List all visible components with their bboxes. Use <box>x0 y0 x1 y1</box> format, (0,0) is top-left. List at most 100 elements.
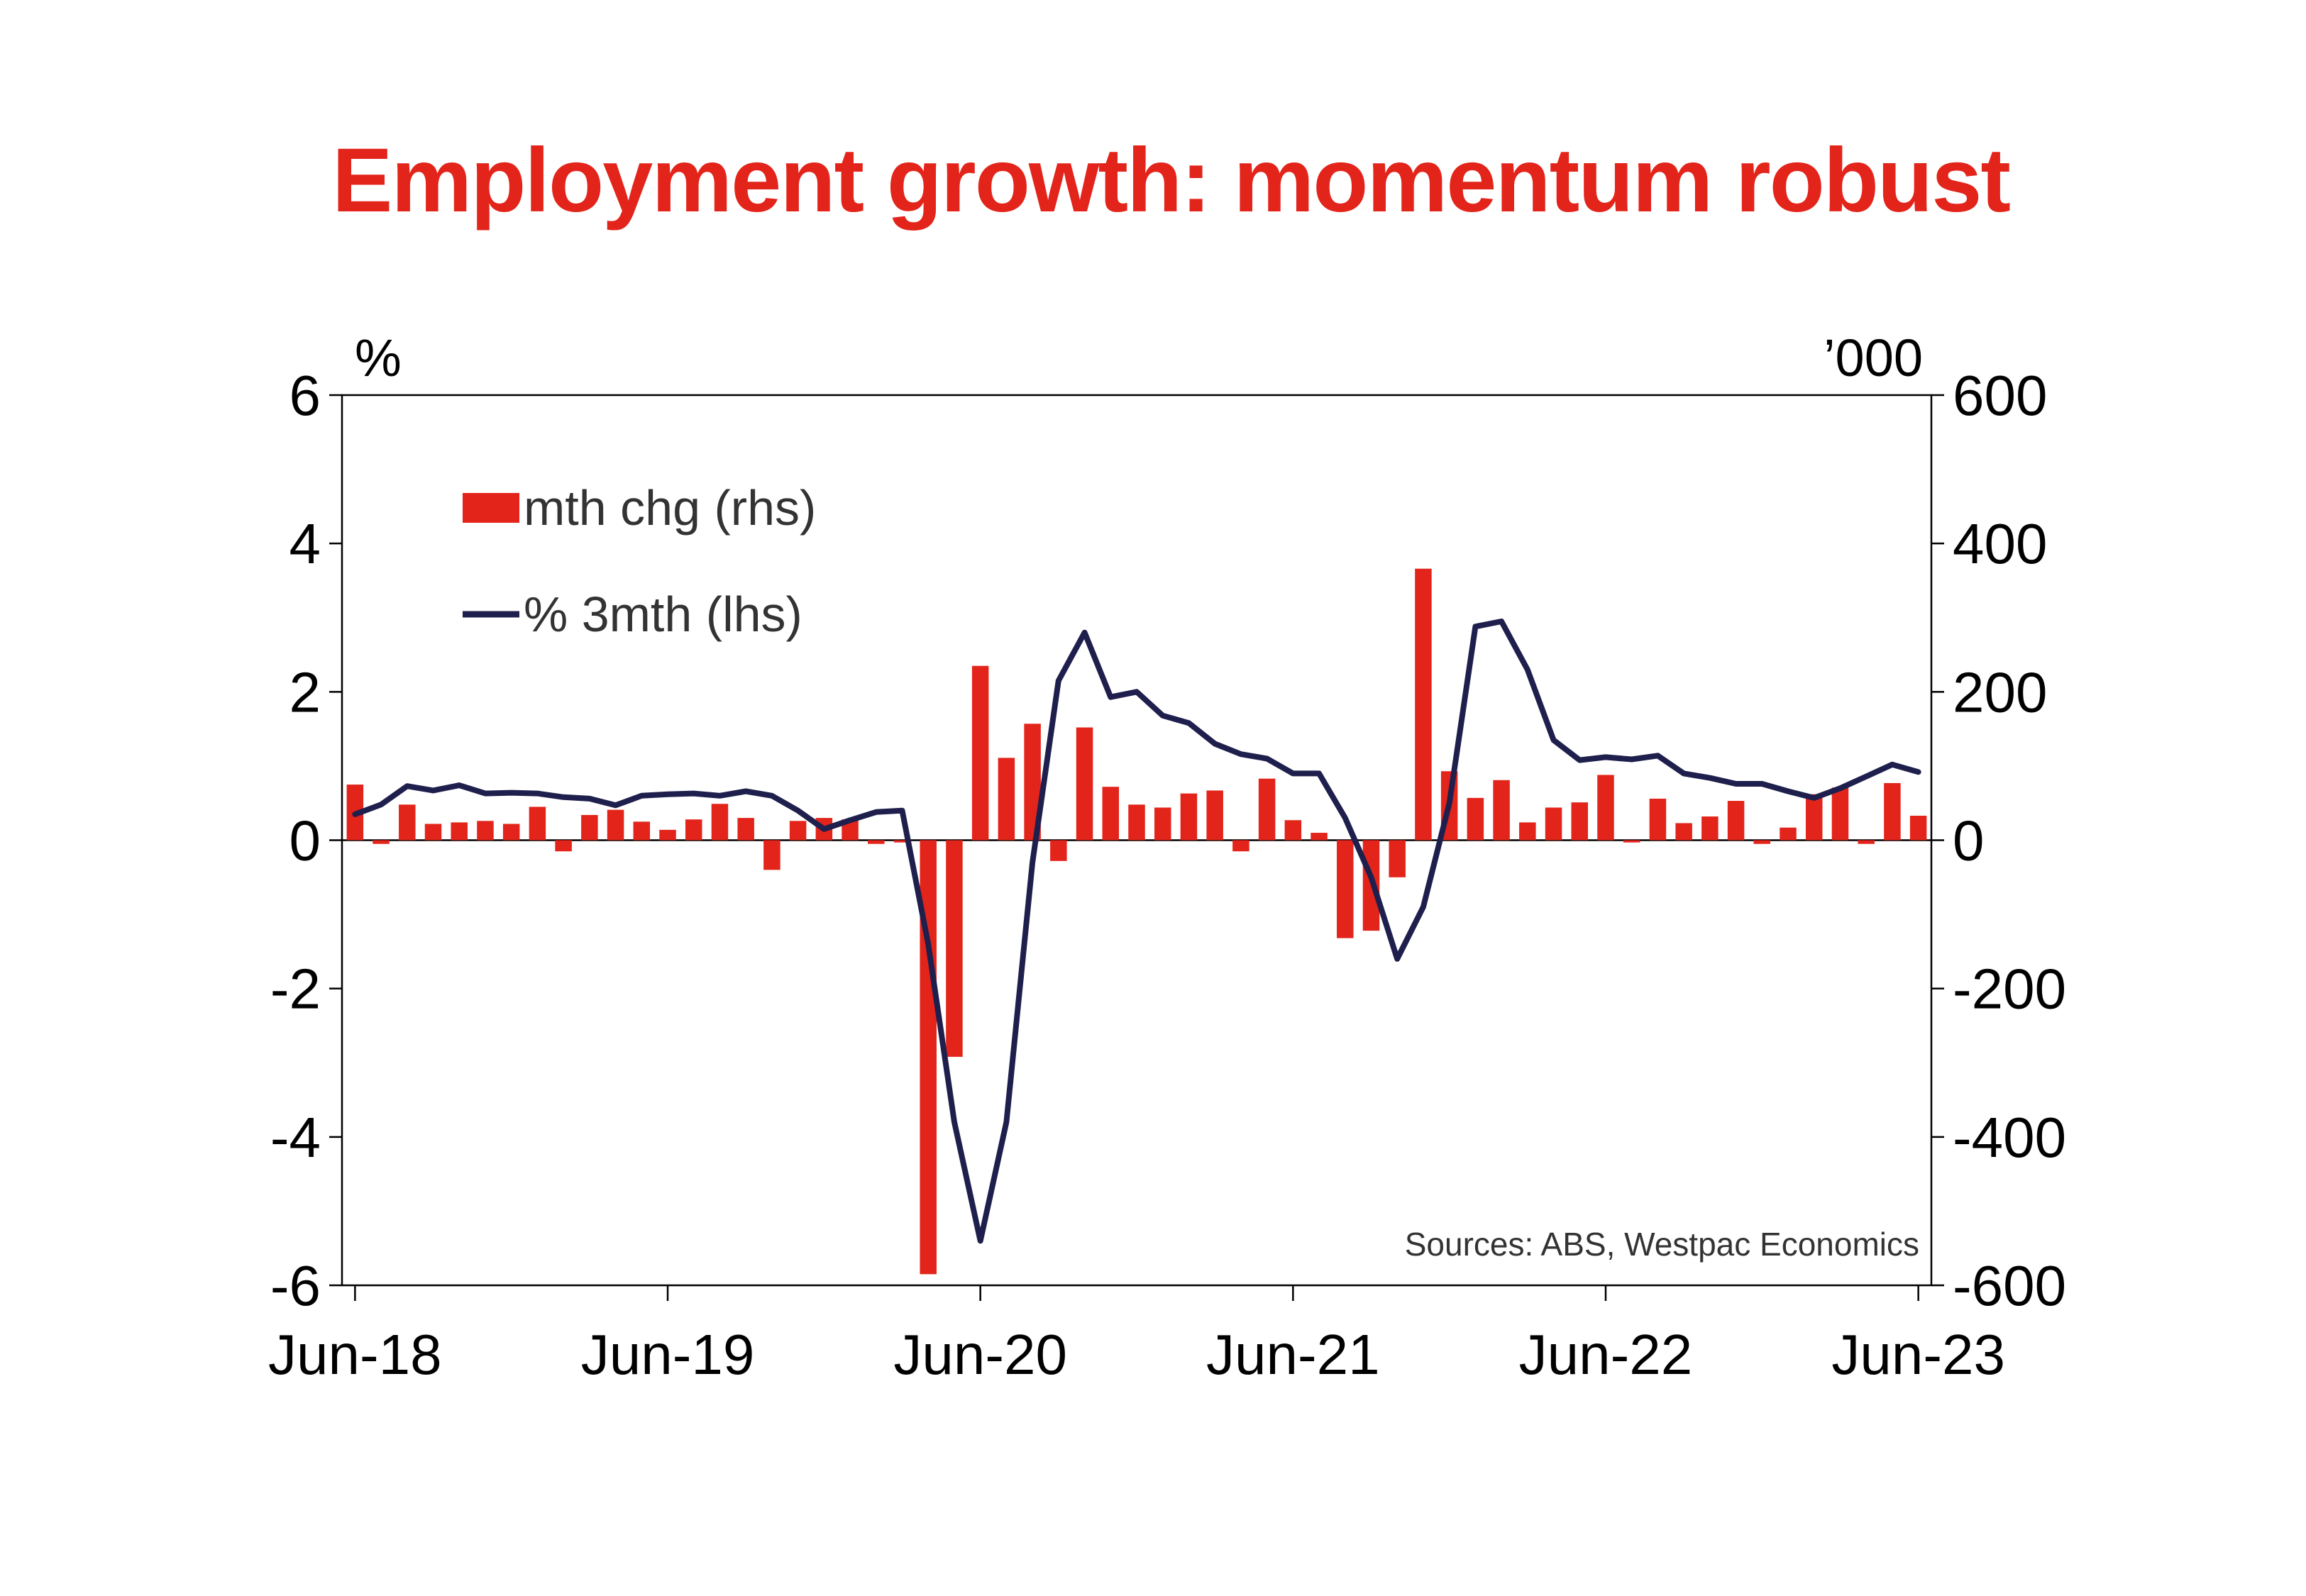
chart-title: Employment growth: momentum robust <box>332 130 2010 231</box>
bar <box>555 840 572 852</box>
bar <box>971 665 989 841</box>
bar <box>1389 840 1406 877</box>
x-tick-label: Jun-21 <box>1206 1323 1380 1386</box>
bar <box>1909 815 1927 841</box>
legend-swatch-bar <box>463 493 519 523</box>
bar <box>1467 797 1484 841</box>
line-point <box>1631 759 1633 760</box>
right-tick-label: 0 <box>1953 809 1985 872</box>
bar <box>711 804 729 841</box>
line-point <box>589 798 590 799</box>
bar <box>1649 798 1667 841</box>
right-tick-label: 400 <box>1953 512 2047 575</box>
bar <box>737 818 754 841</box>
bar <box>1232 840 1249 852</box>
bar <box>920 840 937 1275</box>
line-point <box>1005 1121 1007 1123</box>
left-tick-label: -4 <box>270 1106 321 1169</box>
line-point <box>1396 958 1398 960</box>
line-point <box>849 819 851 821</box>
bar <box>1545 807 1562 841</box>
x-tick-label: Jun-23 <box>1831 1323 2005 1386</box>
line-point <box>433 789 434 791</box>
bar <box>1884 782 1901 841</box>
right-tick-label: -400 <box>1953 1106 2066 1169</box>
x-tick-label: Jun-19 <box>581 1323 755 1386</box>
bar <box>581 814 598 841</box>
right-axis-unit: ’000 <box>1824 328 1923 387</box>
legend: mth chg (rhs) % 3mth (lhs) <box>463 480 816 642</box>
line-point <box>1240 753 1242 755</box>
bar <box>1415 568 1432 841</box>
bar <box>1076 727 1093 841</box>
bar <box>1024 724 1041 841</box>
line-point <box>927 943 929 945</box>
bar <box>1727 801 1745 841</box>
left-tick-label: -2 <box>270 958 321 1021</box>
line-point <box>1605 756 1606 758</box>
right-tick-label: -200 <box>1953 958 2066 1021</box>
left-tick-label: 2 <box>289 660 321 724</box>
bar <box>1519 822 1536 841</box>
bar <box>893 840 911 843</box>
bar <box>1258 778 1276 841</box>
bar <box>789 821 807 841</box>
line-point <box>1657 755 1658 756</box>
legend-label-bar: mth chg (rhs) <box>524 480 816 536</box>
bar <box>1675 823 1692 841</box>
bar <box>373 840 390 844</box>
bar <box>529 807 546 841</box>
line-point <box>902 810 903 811</box>
left-axis-unit: % <box>355 328 402 387</box>
bar <box>1180 793 1198 841</box>
line-point <box>693 793 695 794</box>
line-point <box>1553 739 1555 741</box>
bar <box>1701 816 1719 841</box>
right-tick-label: 200 <box>1953 660 2047 724</box>
line-point <box>1058 680 1059 682</box>
bar <box>1623 840 1640 843</box>
bar <box>868 840 885 844</box>
bar <box>1571 802 1589 841</box>
line-point <box>641 795 642 797</box>
bar <box>1102 787 1120 841</box>
bar <box>1128 804 1145 841</box>
line-point <box>1032 862 1033 863</box>
bar <box>1337 840 1354 938</box>
left-tick-label: -6 <box>270 1254 321 1317</box>
line-point <box>1839 787 1841 789</box>
bar <box>502 824 520 841</box>
bar <box>477 821 494 841</box>
x-tick-label: Jun-18 <box>268 1323 442 1386</box>
line-point <box>1449 802 1450 804</box>
line-point <box>1787 790 1789 792</box>
bar <box>1597 775 1614 841</box>
line-point <box>1865 776 1867 777</box>
x-tick-label: Jun-20 <box>893 1323 1067 1386</box>
left-tick-label: 4 <box>289 512 321 575</box>
right-tick-label: -600 <box>1953 1254 2066 1317</box>
line-point <box>511 792 512 794</box>
left-tick-label: 0 <box>289 809 321 872</box>
line-point <box>380 804 382 805</box>
line-series-3mth <box>352 619 1921 1244</box>
legend-label-line: % 3mth (lhs) <box>524 587 802 642</box>
line-point <box>458 785 460 786</box>
line-point <box>615 804 617 806</box>
tick-labels-layer: 6 4 2 0 -2 -4 -6 600 400 200 0 -200 -400 -600 Jun-18 Ju… <box>268 364 2066 1386</box>
bar <box>424 824 442 841</box>
line-point <box>1162 715 1164 716</box>
bar <box>451 822 468 841</box>
bar <box>842 819 859 841</box>
bar <box>1858 840 1875 844</box>
bar <box>763 840 780 870</box>
left-tick-label: 6 <box>289 364 321 427</box>
right-tick-label: 600 <box>1953 364 2047 427</box>
line-point <box>1709 777 1711 779</box>
bar <box>685 819 702 841</box>
line-point <box>1188 722 1189 724</box>
line-point <box>536 793 538 794</box>
bar <box>1206 790 1223 841</box>
bar <box>998 758 1015 841</box>
